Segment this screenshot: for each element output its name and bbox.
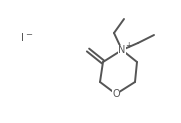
Text: I: I <box>20 33 24 43</box>
Text: N: N <box>118 45 126 55</box>
Text: O: O <box>112 89 120 99</box>
Text: −: − <box>26 31 33 39</box>
Text: +: + <box>125 40 131 49</box>
